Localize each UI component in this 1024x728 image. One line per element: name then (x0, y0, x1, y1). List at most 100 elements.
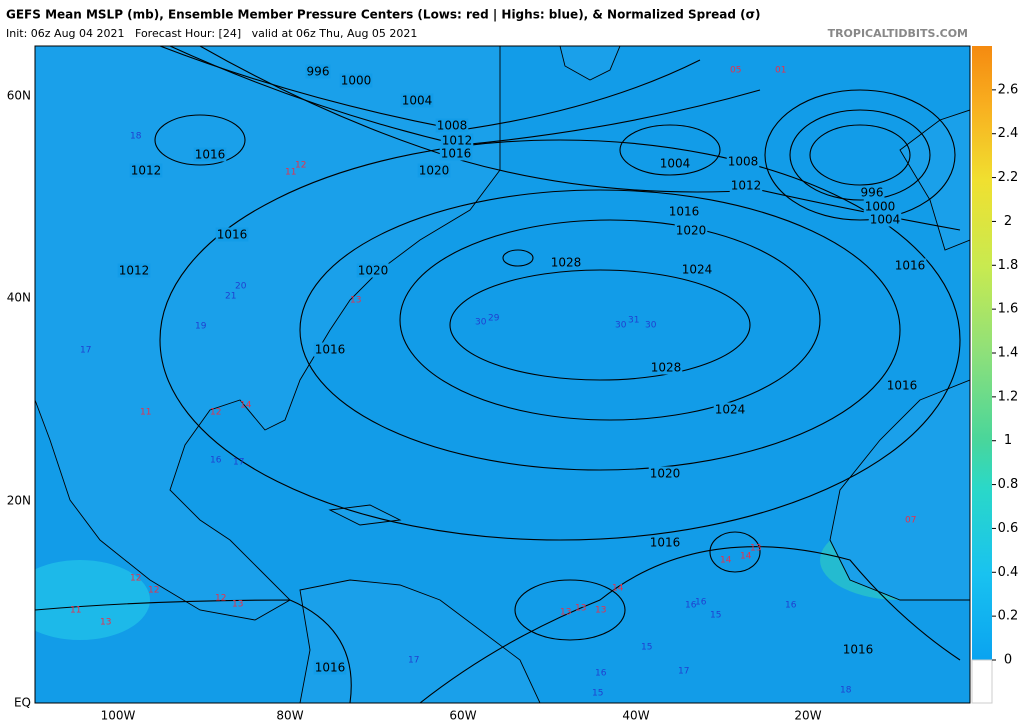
member-high: 17 (678, 667, 689, 677)
map-area: 9961000100410081012101610201016101210161… (35, 46, 970, 703)
isobar-label: 1016 (895, 259, 926, 273)
member-low: 12 (295, 161, 306, 171)
isobar-label-bg (400, 93, 434, 108)
member-high: 21 (225, 292, 236, 302)
member-low: 11 (140, 408, 151, 418)
member-low: 12 (215, 594, 226, 604)
member-high: 16 (595, 669, 607, 679)
member-high: 30 (615, 321, 627, 331)
member-high: 17 (80, 346, 91, 356)
member-low: 14 (240, 401, 252, 411)
isobar-label-bg (649, 360, 683, 375)
member-high: 16 (685, 601, 697, 611)
member-high: 20 (235, 282, 247, 292)
isobar-label: 1024 (715, 403, 746, 417)
isobar-label: 1028 (651, 361, 682, 375)
isobar-label: 1004 (870, 213, 901, 227)
isobar-label-bg (658, 156, 692, 171)
colorbar-base (971, 659, 993, 704)
isobar-label: 1000 (341, 74, 372, 88)
colorbar-label: 1.4 (998, 346, 1019, 361)
isobar-label: 1016 (315, 661, 346, 675)
isobar-label: 1016 (315, 343, 346, 357)
isobar-label-bg (305, 64, 331, 79)
member-low: 12 (130, 574, 141, 584)
member-high: 30 (645, 321, 657, 331)
isobar-label-bg (841, 642, 875, 657)
africa (829, 379, 970, 601)
isobar-label-bg (439, 146, 473, 161)
member-low: 05 (730, 66, 741, 76)
south-america (299, 579, 541, 703)
isobar-label-bg (129, 163, 163, 178)
north-america (35, 46, 501, 621)
isobar-label-bg (674, 223, 708, 238)
member-low: 14 (720, 556, 732, 566)
member-low: 13 (750, 544, 761, 554)
lon-label: 100W (101, 709, 136, 723)
isobar-label: 1016 (669, 205, 700, 219)
isobar-label-bg (667, 204, 701, 219)
member-high: 31 (628, 316, 639, 326)
isobar-label: 1000 (865, 200, 896, 214)
member-high: 17 (233, 458, 244, 468)
isobar-label-bg (680, 262, 714, 277)
isobar-label-bg (417, 163, 451, 178)
colorbar-label: 2.6 (998, 82, 1019, 97)
member-high: 30 (475, 318, 487, 328)
lat-label: EQ (14, 696, 31, 710)
colorbar-label: 2.4 (998, 126, 1019, 141)
isobar-label: 1008 (728, 155, 759, 169)
isobar-label: 1028 (551, 256, 582, 270)
colorbar-label: 0.6 (998, 521, 1019, 536)
isobar-label: 1024 (682, 263, 713, 277)
isobar-label: 1020 (676, 224, 707, 238)
isobar-label-bg (868, 212, 902, 227)
isobar-label: 1016 (217, 228, 248, 242)
member-low: 12 (210, 408, 221, 418)
isobar-label-bg (885, 378, 919, 393)
isobar-label-bg (863, 199, 897, 214)
colorbar-label: 1 (1004, 433, 1012, 448)
map-frame (34, 45, 971, 704)
isobar-label: 1016 (195, 148, 226, 162)
isobar-label: 1016 (650, 536, 681, 550)
member-high: 15 (592, 689, 603, 699)
lon-label: 40W (622, 709, 649, 723)
isobar-label: 1020 (650, 467, 681, 481)
isobar-label: 1016 (887, 379, 918, 393)
colorbar-label: 0.8 (998, 477, 1019, 492)
isobar-label-bg (859, 185, 885, 200)
isobar-label: 1016 (843, 643, 874, 657)
isobar-label-bg (215, 227, 249, 242)
isobar-label-bg (435, 118, 469, 133)
isobar-label: 1008 (437, 119, 468, 133)
member-high: 17 (408, 656, 419, 666)
member-low: 13 (350, 296, 361, 306)
colorbar-label: 0.4 (998, 565, 1019, 580)
member-low: 11 (285, 168, 296, 178)
colorbar-label: 0 (1004, 653, 1012, 668)
member-high: 19 (195, 322, 207, 332)
isobar-label-bg (440, 133, 474, 148)
isobar-label: 1020 (419, 164, 450, 178)
member-low: 01 (775, 66, 786, 76)
member-low: 13 (100, 618, 111, 628)
member-high: 29 (488, 314, 500, 324)
colorbar (972, 46, 992, 660)
lon-label: 80W (276, 709, 303, 723)
isobar-label: 1020 (358, 264, 389, 278)
member-low: 12 (148, 586, 159, 596)
colorbar-label: 1.8 (998, 258, 1019, 273)
isobar-label-bg (193, 147, 227, 162)
isobar-label-bg (713, 402, 747, 417)
isobar-label-bg (648, 466, 682, 481)
isobar-label-bg (726, 154, 760, 169)
member-high: 16 (785, 601, 797, 611)
member-low: 14 (612, 584, 624, 594)
isobar-label-bg (549, 255, 583, 270)
isobar-label: 1016 (441, 147, 472, 161)
isobar-label: 1004 (660, 157, 691, 171)
isobar-label-bg (729, 178, 763, 193)
isobar-label: 996 (861, 186, 884, 200)
